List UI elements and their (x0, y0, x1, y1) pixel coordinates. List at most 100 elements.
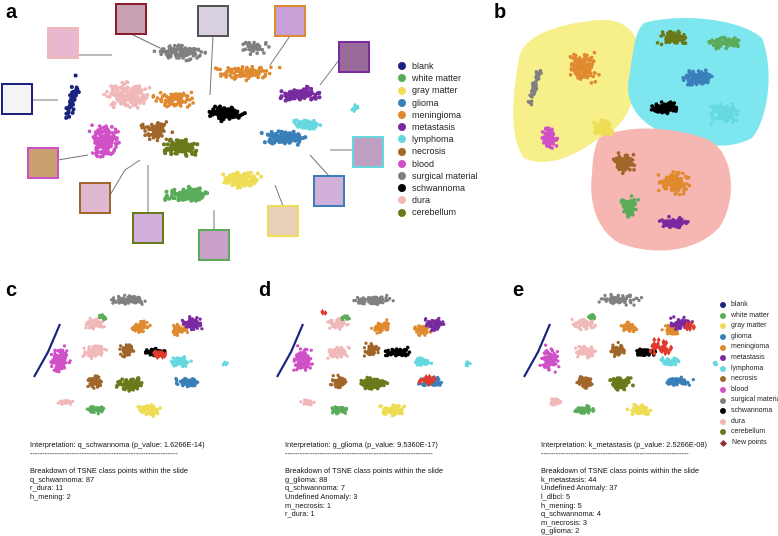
cluster-lymphoma (170, 355, 193, 368)
diamond-icon (720, 439, 727, 446)
histology-thumbnail (353, 137, 383, 167)
cluster-lymphoma (350, 103, 359, 113)
legend-swatch (398, 172, 406, 180)
cluster-lymphoma (293, 118, 323, 130)
legend-label: surgical material (731, 395, 778, 406)
histology-thumbnail (314, 176, 344, 206)
legend-label: white matter (412, 72, 461, 84)
cluster-cerebellum (608, 376, 635, 392)
legend-item: blank (398, 60, 478, 72)
histology-thumbnail (80, 183, 110, 213)
cluster-blood (49, 344, 71, 373)
legend-item: surgical material (398, 170, 478, 182)
histology-thumbnail (48, 28, 78, 58)
histology-thumbnail (133, 213, 163, 243)
cluster-gray-matter (378, 403, 406, 417)
cluster-cerebellum (359, 376, 389, 391)
cluster-blank (277, 324, 303, 377)
legend-swatch (720, 419, 726, 425)
legend-label: New points (732, 438, 767, 449)
legend-swatch (398, 135, 406, 143)
cluster-white-matter (98, 313, 107, 321)
legend-item: metastasis (720, 353, 778, 364)
cluster-surgical-material (352, 294, 395, 306)
legend-swatch (720, 376, 726, 382)
legend-label: white matter (731, 311, 769, 322)
cluster-glioma (665, 376, 695, 387)
legend-label: metastasis (731, 353, 764, 364)
interpretation-d: Interpretation: g_glioma (p_value: 9.536… (285, 441, 443, 519)
cluster-dura (549, 397, 562, 406)
legend-label: necrosis (731, 374, 757, 385)
legend-label: meningioma (412, 109, 461, 121)
legend-label: blank (412, 60, 434, 72)
legend-swatch (398, 184, 406, 192)
cluster-meningioma (370, 318, 390, 335)
legend-swatch (720, 323, 726, 329)
thumbnail-connector (58, 155, 88, 160)
cluster-white-matter (331, 405, 349, 415)
thumbnail-connector (270, 36, 290, 65)
legend-swatch (398, 196, 406, 204)
legend-item: gray matter (720, 321, 778, 332)
tsne-plot-c (20, 282, 270, 432)
legend-swatch (398, 99, 406, 107)
legend-item: white matter (398, 72, 478, 84)
legend-item: blood (398, 158, 478, 170)
legend-swatch (720, 398, 726, 404)
legend-swatch (398, 123, 406, 131)
legend-item: meningioma (720, 342, 778, 353)
histology-thumbnail (268, 206, 298, 236)
legend-item: schwannoma (720, 406, 778, 417)
cluster-glioma (174, 377, 199, 388)
legend-item: blank (720, 300, 778, 311)
legend-item: schwannoma (398, 182, 478, 194)
cluster-meningioma (151, 91, 195, 109)
cluster-necrosis (86, 374, 103, 389)
histology-thumbnail (2, 84, 32, 114)
legend-label: schwannoma (731, 406, 772, 417)
legend-swatch (720, 334, 726, 340)
interpretation-d-rule: ----------------------------------------… (285, 450, 443, 459)
cluster-lymphoma (222, 361, 229, 367)
legend-item: glioma (398, 97, 478, 109)
legend-label: gray matter (731, 321, 766, 332)
legend-item: meningioma (398, 109, 478, 121)
tsne-plot-b (504, 8, 774, 263)
legend-item: glioma (720, 332, 778, 343)
interpretation-e: Interpretation: k_metastasis (p_value: 2… (541, 441, 707, 536)
thumbnail-connector (210, 36, 213, 95)
histology-thumbnail (116, 4, 146, 34)
legend-item: surgical material (720, 395, 778, 406)
thumbnail-connector (110, 160, 140, 195)
cluster-dura (81, 344, 108, 360)
legend-label: dura (731, 417, 745, 428)
cluster-surgical-material (110, 294, 147, 306)
legend-label: meningioma (731, 342, 769, 353)
cluster-necrosis (609, 341, 626, 358)
cluster-dura (571, 318, 598, 332)
cluster-lymphoma (659, 356, 680, 366)
thumbnail-connector (320, 60, 339, 85)
cluster-surgical-material (598, 293, 644, 307)
legend-label: blood (412, 158, 434, 170)
cluster-meningioma (214, 65, 282, 82)
cluster-schwannoma (208, 105, 247, 124)
histology-thumbnail (275, 6, 305, 36)
histology-thumbnail (199, 230, 229, 260)
cluster-necrosis (329, 374, 348, 390)
legend-item: cerebellum (398, 206, 478, 218)
cluster-necrosis (363, 342, 381, 358)
cluster-white-matter (573, 404, 595, 415)
legend-label: blank (731, 300, 748, 311)
legend-swatch (398, 209, 406, 217)
legend-label: schwannoma (412, 182, 465, 194)
legend-swatch (398, 74, 406, 82)
legend-item: necrosis (720, 374, 778, 385)
cluster-gray-matter (221, 171, 263, 190)
legend-label: lymphoma (731, 364, 763, 375)
legend-swatch (720, 429, 726, 435)
legend-label: cerebellum (412, 206, 456, 218)
